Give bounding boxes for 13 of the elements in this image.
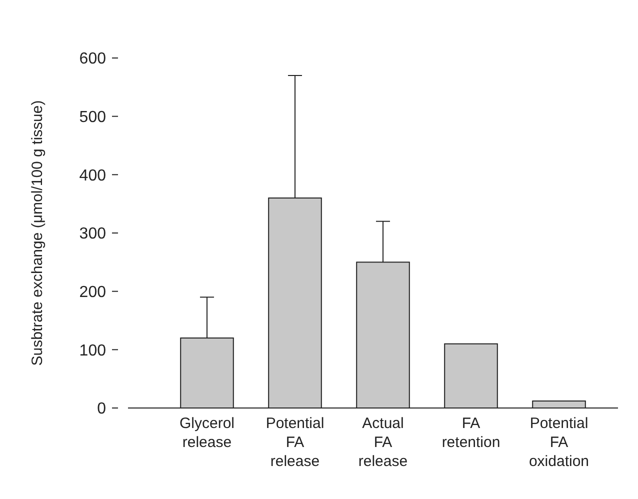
y-axis-title: Susbtrate exchange (μmol/100 g tissue) (29, 100, 46, 366)
x-tick-label: Glycerol release (179, 415, 235, 451)
x-tick-label: Potential FA oxidation (528, 415, 590, 470)
x-tick-label: FA retention (442, 415, 500, 451)
y-tick-label: 300 (79, 226, 106, 243)
y-tick-label: 500 (79, 108, 106, 126)
y-tick-label: 0 (97, 400, 106, 418)
y-tick-label: 100 (79, 342, 106, 360)
y-tick-label: 400 (79, 167, 106, 184)
y-tick-label: 200 (79, 284, 106, 301)
x-tick-label: Potential FA release (266, 415, 324, 470)
y-tick-label: 600 (79, 50, 106, 68)
x-tick-label: Actual FA release (358, 415, 408, 470)
